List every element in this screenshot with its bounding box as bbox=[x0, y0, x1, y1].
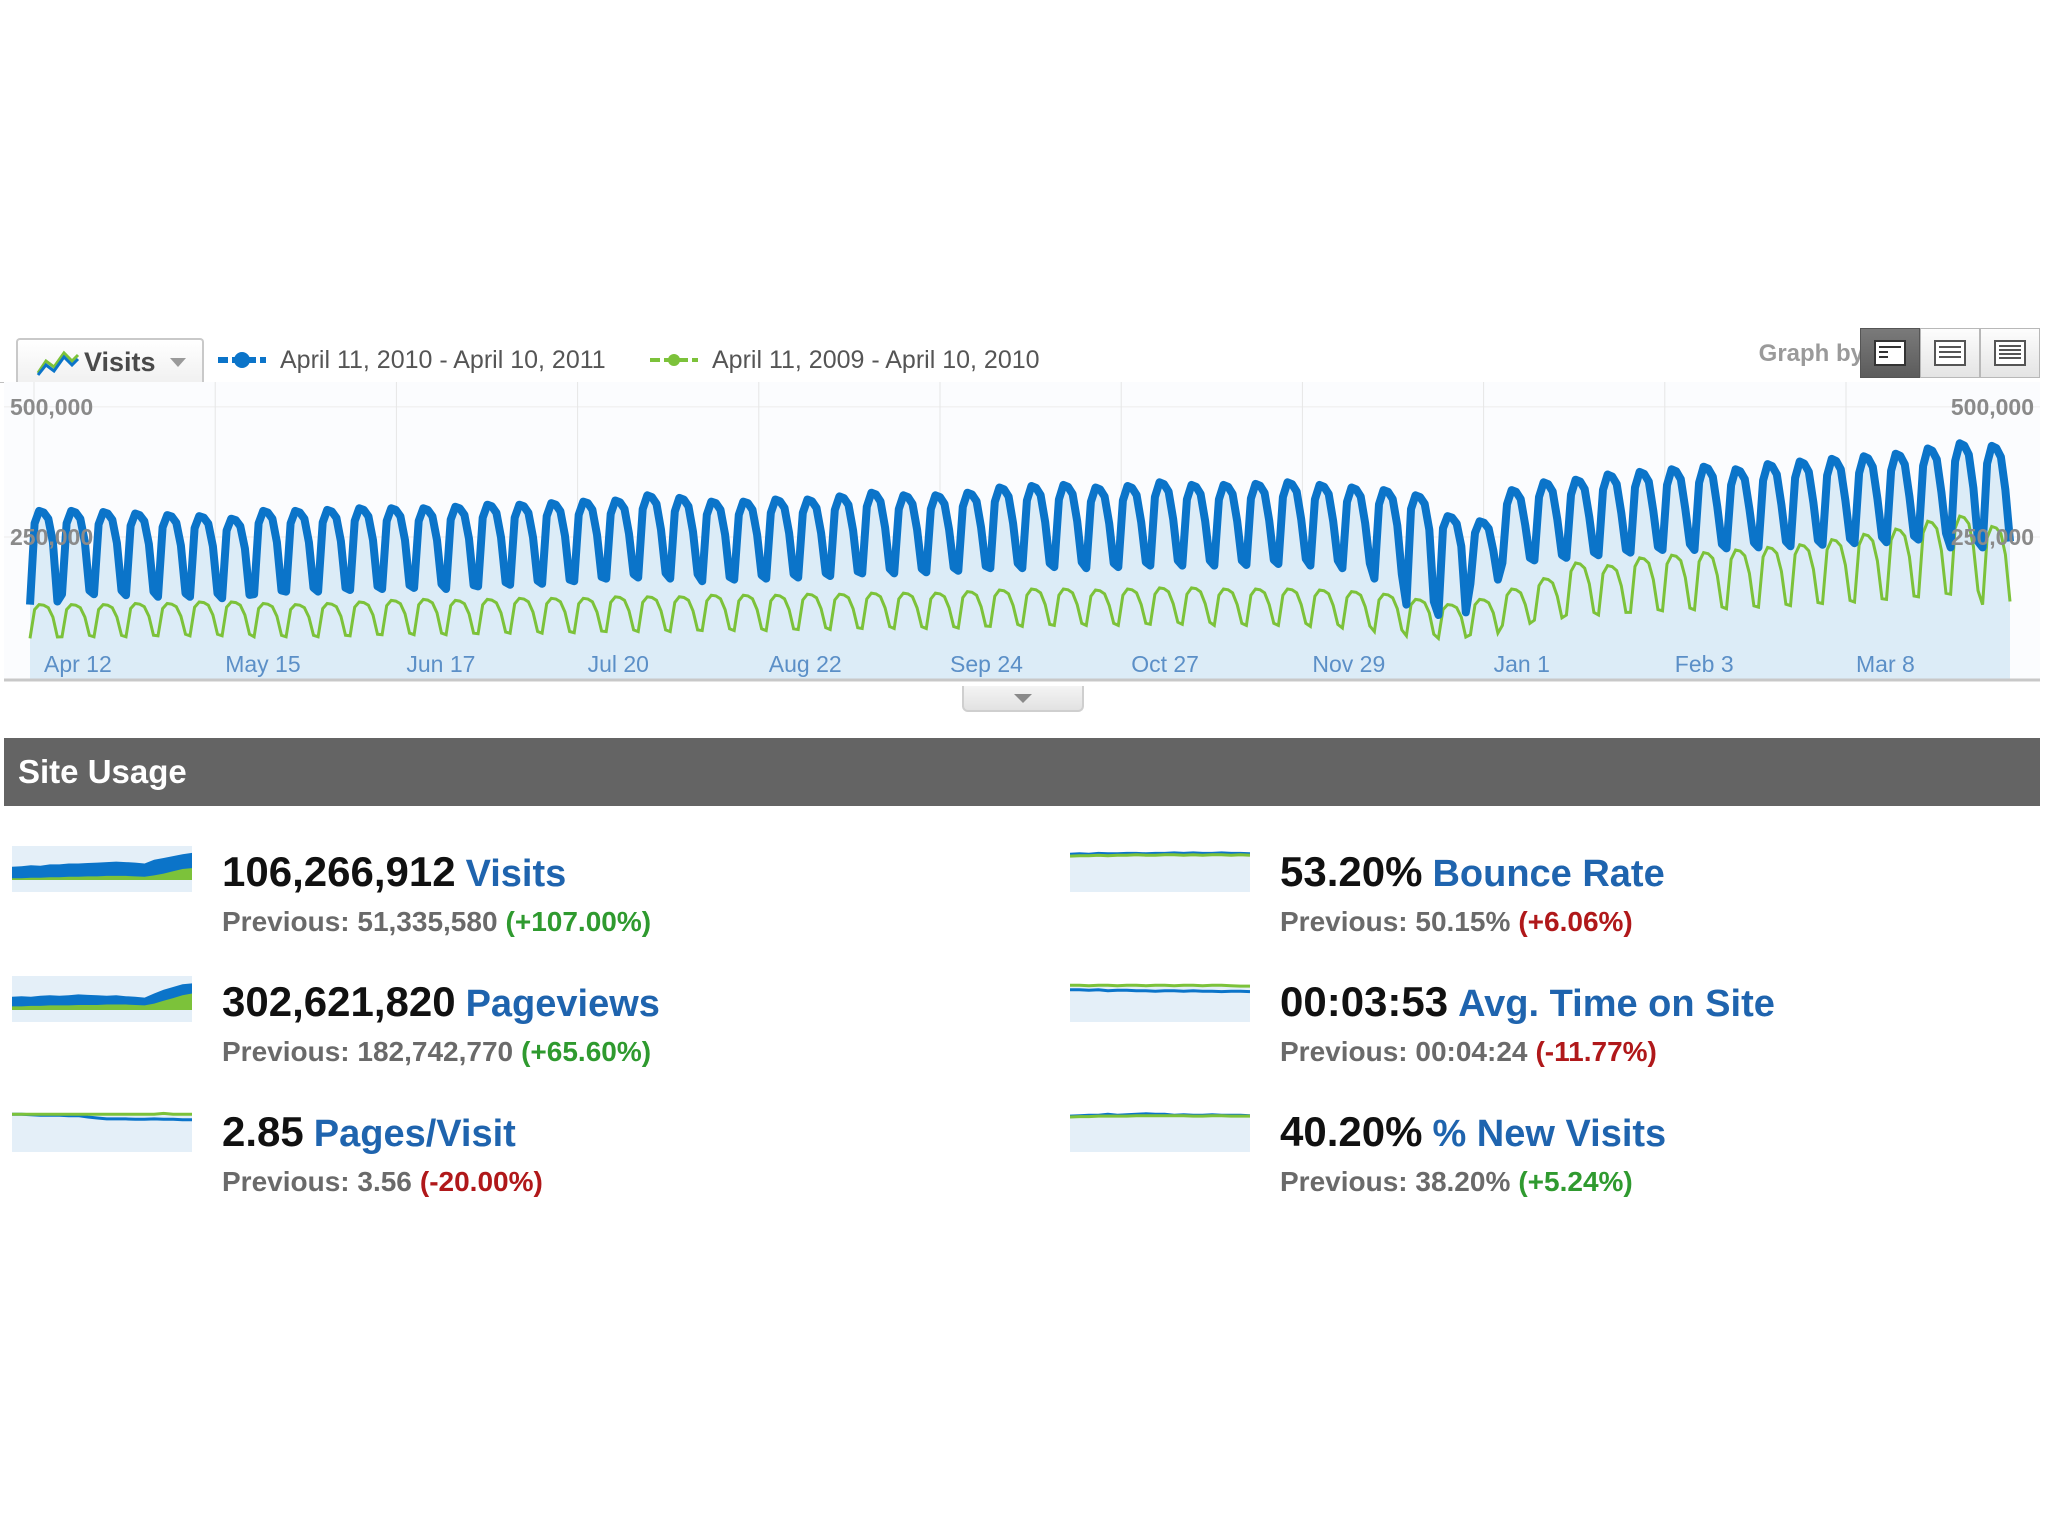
graph-by-week-button[interactable] bbox=[1920, 328, 1980, 378]
y-tick-label-right: 250,000 bbox=[1951, 524, 2034, 550]
legend-previous-label: April 11, 2009 - April 10, 2010 bbox=[712, 345, 1040, 374]
x-tick-label: Jul 20 bbox=[588, 651, 649, 677]
x-tick-label: Nov 29 bbox=[1312, 651, 1385, 677]
metric-value: 53.20% bbox=[1280, 848, 1423, 895]
previous-value: Previous: 00:04:24 bbox=[1280, 1036, 1528, 1067]
legend-current: April 11, 2010 - April 10, 2011 bbox=[216, 342, 606, 378]
week-view-icon bbox=[1934, 340, 1966, 366]
change-percent: (-11.77%) bbox=[1535, 1036, 1657, 1067]
site-usage-header: Site Usage bbox=[4, 738, 2040, 806]
graph-by-day-button[interactable] bbox=[1860, 328, 1920, 378]
change-percent: (+5.24%) bbox=[1518, 1166, 1633, 1197]
metric-headline: 40.20%% New Visits bbox=[1280, 1106, 1666, 1160]
metric-value: 302,621,820 bbox=[222, 978, 456, 1025]
sparkline-icon bbox=[12, 1106, 192, 1152]
day-view-icon bbox=[1874, 340, 1906, 366]
metric-dropdown-label: Visits bbox=[84, 346, 156, 377]
change-percent: (+6.06%) bbox=[1518, 906, 1633, 937]
y-tick-label-left: 250,000 bbox=[10, 524, 93, 550]
metric-comparison: Previous: 51,335,580 (+107.00%) bbox=[222, 904, 651, 940]
metric-comparison: Previous: 50.15% (+6.06%) bbox=[1280, 904, 1665, 940]
line-chart-icon bbox=[36, 350, 80, 376]
y-tick-label-left: 500,000 bbox=[10, 394, 93, 420]
graph-toolbar: Visits April 11, 2010 - April 10, 2011 A… bbox=[0, 328, 2048, 384]
metric-headline: 302,621,820 Pageviews bbox=[222, 976, 660, 1030]
chevron-down-icon bbox=[169, 357, 186, 367]
legend-marker-previous-icon bbox=[650, 354, 698, 366]
change-percent: (+65.60%) bbox=[521, 1036, 652, 1067]
metric-text: 302,621,820 Pageviews Previous: 182,742,77… bbox=[222, 976, 660, 1070]
graph-by-label: Graph by: bbox=[1758, 340, 1872, 367]
previous-value: Previous: 38.20% bbox=[1280, 1166, 1511, 1197]
x-tick-label: Apr 12 bbox=[44, 651, 112, 677]
metric-text: 40.20%% New Visits Previous: 38.20% (+5.24… bbox=[1280, 1106, 1666, 1200]
metric-comparison: Previous: 00:04:24 (-11.77%) bbox=[1280, 1034, 1775, 1070]
month-view-icon bbox=[1994, 340, 2026, 366]
metric-name-link[interactable]: Pageviews bbox=[465, 983, 660, 1025]
metric-headline: 106,266,912 Visits bbox=[222, 846, 651, 900]
metric-text: 00:03:53 Avg. Time on Site Previous: 00:04… bbox=[1280, 976, 1775, 1070]
metric-value: 106,266,912 bbox=[222, 848, 456, 895]
sparkline-icon bbox=[1070, 976, 1250, 1022]
chevron-down-icon bbox=[1014, 693, 1032, 703]
metric-name-link[interactable]: % New Visits bbox=[1432, 1113, 1667, 1155]
sparkline-icon bbox=[1070, 846, 1250, 892]
metric-name-link[interactable]: Visits bbox=[465, 853, 567, 895]
x-tick-label: Feb 3 bbox=[1675, 651, 1734, 677]
x-tick-label: Mar 8 bbox=[1856, 651, 1915, 677]
x-tick-label: Aug 22 bbox=[769, 651, 842, 677]
metric-name-link[interactable]: Pages/Visit bbox=[313, 1113, 516, 1155]
sparkline-icon bbox=[12, 976, 192, 1022]
legend-marker-current-icon bbox=[218, 352, 266, 368]
x-tick-label: Jun 17 bbox=[406, 651, 475, 677]
previous-value: Previous: 50.15% bbox=[1280, 906, 1511, 937]
metric-text: 106,266,912 Visits Previous: 51,335,580 (+1… bbox=[222, 846, 651, 940]
sparkline-icon bbox=[1070, 1106, 1250, 1152]
x-tick-label: Jan 1 bbox=[1494, 651, 1550, 677]
series-current-line bbox=[26, 439, 2014, 619]
previous-value: Previous: 3.56 bbox=[222, 1166, 412, 1197]
metric-text: 2.85 Pages/Visit Previous: 3.56 (-20.00%) bbox=[222, 1106, 543, 1200]
graph-by-buttons bbox=[1860, 328, 2040, 378]
change-percent: (-20.00%) bbox=[419, 1166, 543, 1197]
metric-headline: 2.85 Pages/Visit bbox=[222, 1106, 543, 1160]
metric-text: 53.20% Bounce Rate Previous: 50.15% (+6.06%… bbox=[1280, 846, 1665, 940]
visits-line-chart: 500,000 250,000 500,000 250,000 Apr 12 May 1… bbox=[0, 381, 2040, 682]
x-tick-label: Oct 27 bbox=[1131, 651, 1199, 677]
x-tick-label: May 15 bbox=[225, 651, 300, 677]
metric-value: 00:03:53 bbox=[1280, 978, 1449, 1025]
previous-value: Previous: 182,742,770 bbox=[222, 1036, 514, 1067]
metric-comparison: Previous: 3.56 (-20.00%) bbox=[222, 1164, 543, 1200]
y-tick-label-right: 500,000 bbox=[1951, 394, 2034, 420]
metric-headline: 53.20% Bounce Rate bbox=[1280, 846, 1665, 900]
metric-value: 2.85 bbox=[222, 1108, 304, 1155]
metric-name-link[interactable]: Avg. Time on Site bbox=[1458, 983, 1775, 1025]
metric-comparison: Previous: 182,742,770 (+65.60%) bbox=[222, 1034, 660, 1070]
graph-by-month-button[interactable] bbox=[1980, 328, 2040, 378]
metric-comparison: Previous: 38.20% (+5.24%) bbox=[1280, 1164, 1666, 1200]
series-previous-line bbox=[28, 514, 2012, 642]
x-tick-label: Sep 24 bbox=[950, 651, 1023, 677]
collapse-graph-button[interactable] bbox=[962, 686, 1084, 712]
sparkline-icon bbox=[12, 846, 192, 892]
series-current-area bbox=[30, 443, 2010, 680]
metric-value: 40.20% bbox=[1280, 1108, 1423, 1155]
change-percent: (+107.00%) bbox=[505, 906, 652, 937]
previous-value: Previous: 51,335,580 bbox=[222, 906, 498, 937]
visits-chart: 500,000 250,000 500,000 250,000 Apr 12 May 1… bbox=[0, 381, 2048, 712]
legend-current-label: April 11, 2010 - April 10, 2011 bbox=[280, 345, 606, 374]
metric-name-link[interactable]: Bounce Rate bbox=[1432, 853, 1665, 895]
legend-previous: April 11, 2009 - April 10, 2010 bbox=[648, 342, 1040, 378]
metric-headline: 00:03:53 Avg. Time on Site bbox=[1280, 976, 1775, 1030]
metric-dropdown[interactable]: Visits bbox=[16, 338, 204, 384]
